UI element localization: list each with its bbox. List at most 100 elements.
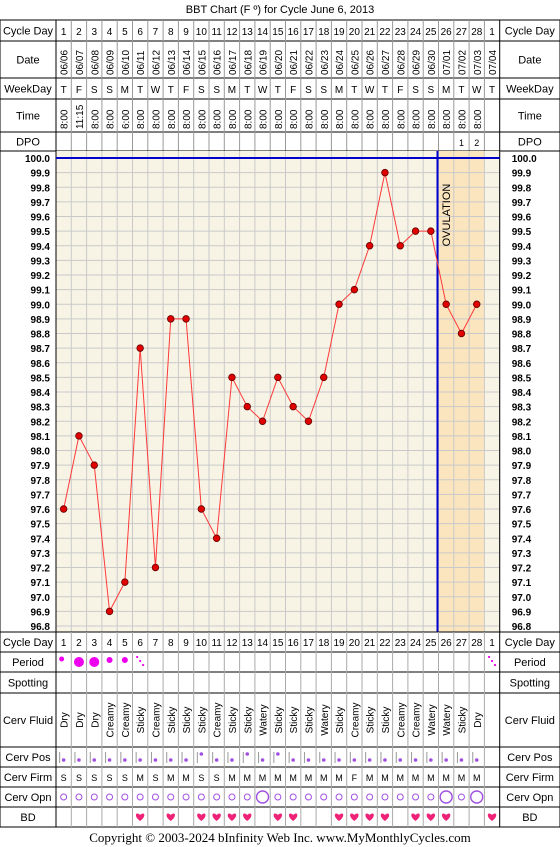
cerv-pos-dot (245, 752, 250, 756)
cerv-firm-label: M (228, 773, 236, 783)
y-tick-right: 97.2 (512, 564, 532, 575)
date-label: 06/13 (167, 50, 178, 75)
cerv-firm-label: F (352, 773, 358, 783)
cerv-firm-label: M (366, 773, 374, 783)
cerv-pos-dot (367, 758, 372, 762)
time-label: 8:00 (320, 109, 331, 129)
cerv-fluid-label: Creamy (121, 702, 132, 737)
date-label: 06/09 (106, 50, 117, 75)
cerv-pos-dot (291, 758, 295, 762)
cerv-firm-label: S (107, 773, 113, 783)
time-label: 8:00 (335, 109, 346, 129)
cerv-fluid-label: Watery (259, 704, 270, 735)
y-tick-left: 99.3 (31, 256, 51, 267)
cycle-day-top: 3 (91, 27, 97, 38)
cerv-firm-label: M (412, 773, 420, 783)
cerv-opn-closed (75, 793, 83, 801)
date-label: 06/11 (136, 50, 147, 75)
cerv-pos-dot (321, 758, 326, 762)
cerv-opn-closed (274, 793, 282, 801)
weekday-label: M (335, 85, 343, 96)
y-tick-right: 97.6 (512, 505, 532, 516)
date-label: 06/27 (381, 50, 392, 75)
cycle-day-bottom: 26 (441, 638, 453, 649)
period-spotting-mark (493, 663, 497, 667)
time-label: 8:00 (182, 109, 193, 129)
temperature-point (197, 505, 206, 513)
weekday-label: S (213, 85, 220, 96)
cycle-day-bottom: 13 (242, 638, 254, 649)
time-label: 8:00 (243, 109, 254, 129)
cycle-day-bottom: 3 (91, 638, 97, 649)
y-tick-right: 99.0 (512, 300, 532, 311)
row-label-left-weekday: WeekDay (4, 84, 52, 96)
date-label: 06/08 (90, 50, 101, 75)
date-label: 06/24 (335, 50, 346, 75)
bottom-label-left-cycle_day: Cycle Day (3, 637, 54, 649)
row-label-left-dpo: DPO (16, 137, 40, 149)
date-label: 06/16 (213, 50, 224, 75)
temperature-point (243, 402, 251, 411)
cerv-firm-label: S (198, 773, 204, 783)
cycle-day-top: 24 (410, 27, 422, 38)
y-tick-right: 98.6 (512, 359, 532, 370)
cycle-day-bottom: 14 (257, 638, 269, 649)
cycle-day-top: 20 (349, 27, 361, 38)
time-label: 8:00 (167, 109, 178, 129)
weekday-label: W (365, 85, 375, 96)
chart-title: BBT Chart (F º) for Cycle June 6, 2013 (186, 4, 374, 16)
cerv-opn-closed (136, 793, 144, 801)
cerv-pos-dot (61, 758, 66, 762)
y-tick-left: 97.5 (31, 520, 51, 531)
row-label-right-cycle_day: Cycle Day (505, 26, 556, 38)
cerv-fluid-label: Watery (320, 704, 331, 735)
weekday-label: F (397, 85, 403, 96)
bottom-label-right-cerv_pos: Cerv Pos (507, 752, 553, 764)
cerv-fluid-label: Creamy (151, 702, 162, 737)
temperature-point (457, 329, 466, 338)
cerv-firm-label: M (182, 773, 190, 783)
cerv-fluid-label: Dry (60, 712, 71, 728)
date-label: 06/21 (289, 50, 300, 75)
cerv-fluid-label: Creamy (412, 702, 423, 737)
bd-heart-icon (487, 813, 497, 821)
cycle-day-top: 1 (61, 27, 67, 38)
row-label-left-date: Date (16, 55, 39, 67)
date-label: 06/28 (396, 50, 407, 75)
period-spotting-mark (139, 659, 142, 663)
bd-heart-icon (365, 813, 374, 821)
date-label: 06/07 (75, 50, 86, 75)
bottom-label-right-cerv_opn: Cerv Opn (506, 792, 553, 804)
y-tick-left: 97.1 (31, 578, 51, 589)
y-tick-right: 98.0 (512, 447, 532, 458)
cycle-day-bottom: 22 (379, 638, 391, 649)
weekday-label: S (91, 85, 98, 96)
cycle-day-bottom: 25 (425, 638, 437, 649)
cerv-opn-closed (228, 793, 236, 801)
cerv-firm-label: M (259, 773, 267, 783)
y-tick-left: 97.6 (31, 505, 51, 516)
cerv-pos-dot (459, 758, 464, 762)
y-tick-left: 99.1 (31, 286, 51, 297)
weekday-label: S (412, 85, 419, 96)
cerv-fluid-label: Sticky (228, 707, 239, 734)
cerv-pos-dot (199, 752, 204, 756)
date-label: 06/19 (259, 50, 270, 75)
bottom-label-right-cerv_fluid: Cerv Fluid (505, 715, 555, 727)
y-tick-right: 99.2 (512, 271, 532, 282)
cerv-firm-label: M (442, 773, 450, 783)
cerv-opn-closed (335, 793, 343, 801)
bottom-label-left-cerv_fluid: Cerv Fluid (3, 715, 53, 727)
temperature-point (289, 402, 297, 411)
time-label: 8:00 (136, 109, 147, 129)
date-label: 06/06 (60, 50, 71, 75)
cycle-day-top: 8 (168, 27, 174, 38)
row-label-left-time: Time (16, 111, 40, 123)
cerv-pos-dot (413, 758, 418, 762)
cerv-pos-dot (77, 758, 81, 762)
weekday-label: S (305, 85, 312, 96)
cycle-day-bottom: 6 (137, 638, 143, 649)
cerv-pos-dot (429, 758, 433, 762)
cerv-pos-dot (306, 758, 311, 762)
cycle-day-top: 14 (257, 27, 269, 38)
